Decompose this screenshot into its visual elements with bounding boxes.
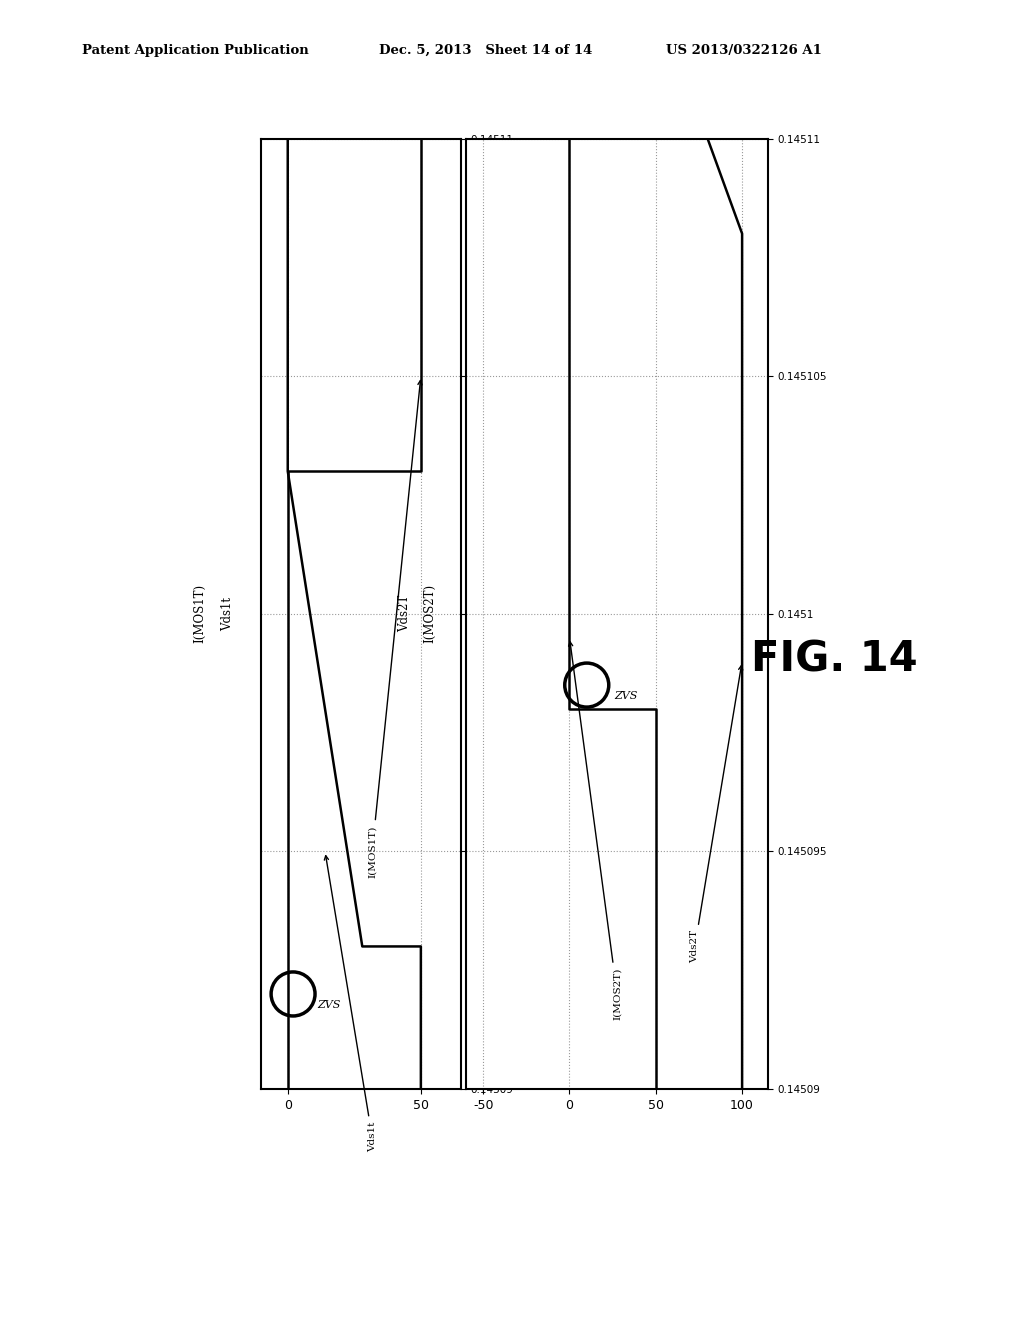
Text: I(MOS1T): I(MOS1T) — [194, 585, 206, 643]
Text: ZVS: ZVS — [317, 1001, 341, 1010]
Text: I(MOS2T): I(MOS2T) — [424, 585, 436, 643]
Text: I(MOS1T): I(MOS1T) — [368, 380, 422, 878]
Text: FIG. 14: FIG. 14 — [752, 639, 918, 681]
Text: Vds1t: Vds1t — [325, 855, 377, 1152]
Text: Vds2T: Vds2T — [690, 665, 742, 964]
Text: I(MOS2T): I(MOS2T) — [568, 642, 622, 1020]
Text: Vds1t: Vds1t — [221, 597, 233, 631]
Text: ZVS: ZVS — [614, 692, 637, 701]
Text: Patent Application Publication: Patent Application Publication — [82, 44, 308, 57]
Text: Dec. 5, 2013   Sheet 14 of 14: Dec. 5, 2013 Sheet 14 of 14 — [379, 44, 592, 57]
Text: Vds2T: Vds2T — [398, 595, 411, 632]
Text: US 2013/0322126 A1: US 2013/0322126 A1 — [666, 44, 821, 57]
